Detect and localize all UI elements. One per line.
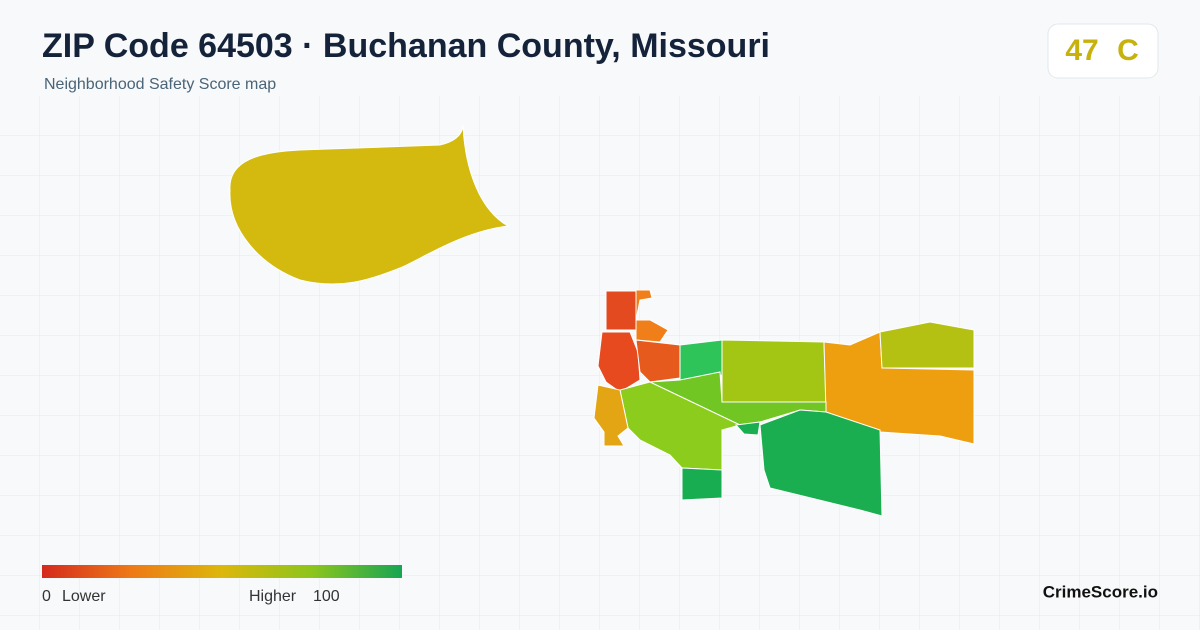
score-value: 47 [1065, 34, 1098, 67]
regions [229, 124, 975, 517]
region [759, 409, 883, 517]
title: ZIP Code 64503 · Buchanan County, Missou… [42, 27, 770, 65]
region [229, 124, 510, 285]
legend-min-label: Lower [62, 588, 106, 605]
region [635, 339, 681, 383]
region [879, 321, 975, 369]
region [721, 339, 827, 403]
subtitle: Neighborhood Safety Score map [44, 76, 276, 93]
region [597, 331, 641, 393]
legend-max-label: Higher [249, 588, 297, 605]
region [605, 290, 637, 331]
score-badge [1047, 23, 1159, 79]
legend-bar [42, 565, 402, 578]
legend-max: 100 [313, 588, 340, 605]
legend-min: 0 [42, 588, 51, 605]
region [593, 384, 629, 447]
region [734, 421, 761, 436]
header-bg [0, 0, 1200, 96]
brand: CrimeScore.io [1043, 582, 1158, 601]
region [681, 467, 723, 501]
score-grade: C [1117, 34, 1139, 67]
